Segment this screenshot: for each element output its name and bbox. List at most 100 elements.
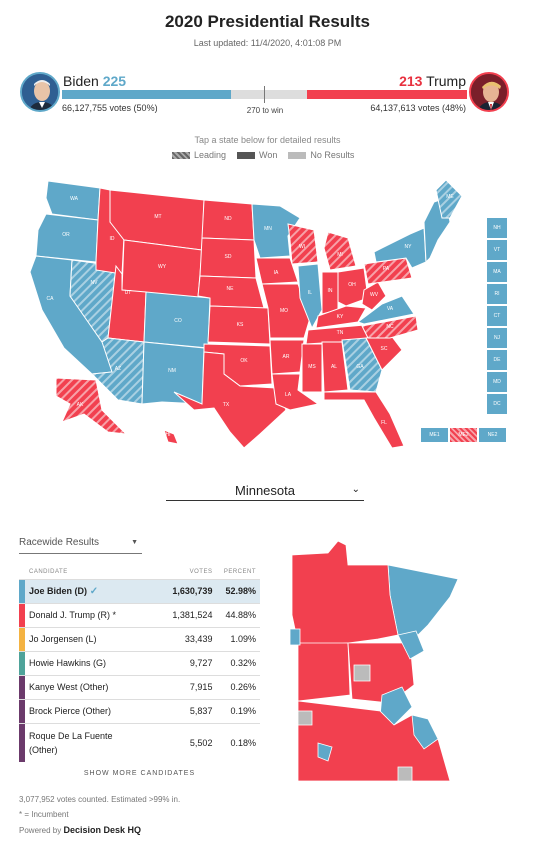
biden-bar-fill [62, 90, 232, 99]
state-box-MA[interactable]: MA [487, 262, 507, 282]
legend-leading: Leading [172, 150, 226, 160]
candidate-name-text: Roque De La Fuente (Other) [29, 730, 113, 755]
state-box-DC[interactable]: DC [487, 394, 507, 414]
state-MN[interactable] [251, 203, 301, 259]
state-label-OR: OR [62, 232, 70, 238]
state-label-ND: ND [224, 216, 232, 222]
state-select[interactable]: Minnesota ⌄ [166, 483, 364, 501]
electoral-vote-bar [62, 86, 467, 103]
state-label-CA: CA [47, 296, 55, 302]
state-HI[interactable] [163, 429, 179, 445]
mn-northwest[interactable] [291, 540, 399, 646]
state-select-value: Minnesota [235, 483, 295, 498]
mn-no-results-2[interactable] [297, 710, 313, 726]
party-color-stripe [19, 675, 25, 699]
mn-clay[interactable] [289, 628, 301, 646]
district-box-ME1[interactable]: ME1 [421, 428, 448, 442]
state-box-NJ[interactable]: NJ [487, 328, 507, 348]
party-color-stripe [19, 603, 25, 627]
state-NM[interactable] [141, 341, 205, 405]
state-LA[interactable] [271, 373, 320, 411]
mn-southwest-blue[interactable] [317, 742, 333, 762]
state-MO[interactable] [261, 283, 311, 339]
state-label-SD: SD [225, 254, 232, 260]
ddhq-logo[interactable]: Decision Desk HQ [63, 825, 142, 835]
state-label-ID: ID [110, 236, 115, 242]
state-label-IN: IN [328, 288, 333, 294]
state-label-AK: AK [77, 402, 84, 408]
page-title: 2020 Presidential Results [164, 12, 371, 31]
biden-label: Biden 225 [63, 73, 126, 89]
state-box-VT[interactable]: VT [487, 240, 507, 260]
candidate-name: Donald J. Trump (R) * [19, 602, 164, 627]
candidate-percent: 1.09% [216, 626, 260, 651]
map-instructions: Tap a state below for detailed results [194, 135, 341, 145]
trump-electoral-votes: 213 [399, 73, 423, 89]
state-box-NH[interactable]: NH [487, 218, 507, 238]
caret-down-icon: ▼ [131, 539, 138, 546]
mn-duluth-area[interactable] [397, 630, 425, 660]
mn-west[interactable] [297, 642, 351, 702]
trump-avatar [469, 72, 509, 112]
win-threshold-marker [264, 86, 265, 103]
leading-swatch [172, 151, 190, 159]
state-label-HI: HI [166, 432, 171, 438]
state-WI[interactable] [287, 223, 319, 265]
state-AK[interactable] [55, 377, 128, 435]
state-OR[interactable] [35, 213, 99, 263]
state-FL[interactable] [323, 391, 405, 449]
district-box-ME2[interactable]: ME2 [450, 428, 477, 442]
state-MS[interactable] [301, 343, 323, 393]
candidate-votes: 5,502 [163, 722, 217, 762]
state-box-RI[interactable]: RI [487, 284, 507, 304]
state-TX[interactable] [173, 351, 287, 449]
state-label-TX: TX [223, 402, 230, 408]
state-NY[interactable] [373, 227, 427, 269]
state-MI[interactable] [323, 231, 357, 271]
col-votes: VOTES [189, 568, 213, 575]
state-box-MD[interactable]: MD [487, 372, 507, 392]
state-box-DE[interactable]: DE [487, 350, 507, 370]
mn-arrowhead[interactable] [387, 564, 458, 644]
table-row: Joe Biden (D) ✓ 1,630,739 52.98% [19, 578, 260, 603]
state-NC[interactable] [361, 315, 419, 339]
state-label-NV: NV [91, 280, 99, 286]
state-label-CO: CO [174, 318, 182, 324]
state-OH[interactable] [337, 267, 369, 307]
state-label-WV: WV [370, 292, 379, 298]
mn-no-results-1[interactable] [353, 664, 371, 682]
race-select[interactable]: Racewide Results ▼ [19, 537, 142, 554]
state-label-SC: SC [381, 346, 388, 352]
state-AR[interactable] [269, 339, 305, 375]
candidate-votes: 7,915 [163, 674, 217, 699]
col-percent: PERCENT [223, 568, 256, 575]
state-box-CT[interactable]: CT [487, 306, 507, 326]
candidate-percent: 0.32% [216, 650, 260, 675]
candidate-votes: 9,727 [163, 650, 217, 675]
votes-counted: 3,077,952 votes counted. Estimated >99% … [19, 795, 181, 804]
state-VA[interactable] [356, 295, 415, 325]
state-label-OH: OH [348, 282, 356, 288]
state-label-AZ: AZ [115, 366, 121, 372]
trump-popular-votes: 64,137,613 votes (48%) [370, 103, 466, 113]
candidate-votes: 33,439 [163, 626, 217, 651]
mn-no-results-3[interactable] [397, 766, 413, 782]
state-label-AR: AR [283, 354, 290, 360]
mn-southeast[interactable] [411, 714, 439, 750]
state-label-NY: NY [405, 244, 413, 250]
legend-won-label: Won [259, 150, 278, 160]
state-label-IL: IL [308, 290, 312, 296]
state-label-KS: KS [237, 322, 244, 328]
state-ME[interactable] [435, 179, 463, 219]
state-label-TN: TN [337, 330, 344, 336]
district-box-NE2[interactable]: NE2 [479, 428, 506, 442]
state-label-WI: WI [299, 244, 305, 250]
state-AL[interactable] [321, 341, 349, 393]
biden-avatar [20, 72, 60, 112]
show-more-candidates-button[interactable]: SHOW MORE CANDIDATES [83, 770, 196, 777]
state-IA[interactable] [255, 257, 299, 285]
state-label-VA: VA [387, 306, 394, 312]
state-label-MO: MO [280, 308, 288, 314]
state-GA[interactable] [341, 337, 383, 393]
state-KY[interactable] [315, 305, 367, 329]
